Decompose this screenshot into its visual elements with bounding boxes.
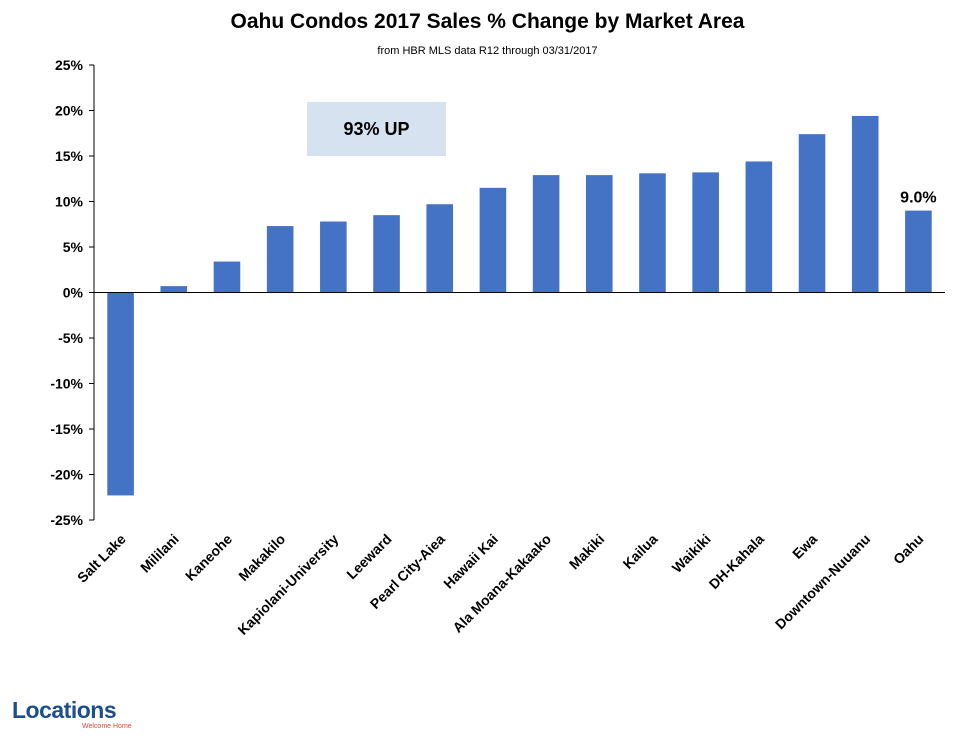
annotation-box: 93% UP xyxy=(307,102,446,156)
bar xyxy=(905,210,932,293)
bar xyxy=(532,175,560,293)
data-label: 9.0% xyxy=(900,190,936,207)
bar xyxy=(373,215,400,293)
y-tick-label: 15% xyxy=(55,148,84,164)
category-label: Ewa xyxy=(789,531,820,562)
category-label: Mililani xyxy=(137,531,182,576)
y-tick-label: -15% xyxy=(50,421,83,437)
category-label: Kaneohe xyxy=(182,531,235,584)
bar xyxy=(639,173,666,293)
category-label: Leeward xyxy=(343,531,394,582)
bar xyxy=(213,261,241,293)
bar xyxy=(266,226,294,293)
y-tick-label: -20% xyxy=(50,467,83,483)
y-tick-label: -25% xyxy=(50,512,83,528)
category-label: Salt Lake xyxy=(74,531,129,586)
locations-logo: Locations Welcome Home xyxy=(12,697,132,730)
y-tick-label: 5% xyxy=(63,239,84,255)
category-label: DH-Kahala xyxy=(706,531,768,593)
category-label: Waikiki xyxy=(669,531,714,576)
logo-tagline: Welcome Home xyxy=(82,723,132,730)
category-label: Makakilo xyxy=(235,531,288,584)
y-tick-label: 0% xyxy=(63,285,84,301)
y-tick-label: 10% xyxy=(55,194,84,210)
y-tick-label: 20% xyxy=(55,103,84,119)
bar xyxy=(851,115,879,293)
category-label: Kailua xyxy=(620,531,661,572)
y-tick-label: -10% xyxy=(50,376,83,392)
logo-wordmark: Locations xyxy=(12,697,117,723)
bar xyxy=(426,204,454,293)
bar xyxy=(692,172,719,293)
category-label: Ala Moana-Kakaako xyxy=(449,531,554,636)
bar xyxy=(160,286,188,293)
bar xyxy=(585,175,613,293)
category-label: Downtown-Nuuanu xyxy=(772,531,873,632)
chart-title: Oahu Condos 2017 Sales % Change by Marke… xyxy=(230,10,745,33)
bar xyxy=(798,134,826,293)
category-label: Makiki xyxy=(566,531,608,573)
bar xyxy=(479,187,507,293)
chart-subtitle: from HBR MLS data R12 through 03/31/2017 xyxy=(377,45,598,57)
category-label: Kapiolani-University xyxy=(234,531,341,638)
category-label: Oahu xyxy=(890,531,927,568)
y-tick-label: 25% xyxy=(55,57,84,73)
bar xyxy=(107,292,134,496)
y-tick-label: -5% xyxy=(58,330,83,346)
bar xyxy=(320,221,347,293)
bar xyxy=(745,161,773,293)
